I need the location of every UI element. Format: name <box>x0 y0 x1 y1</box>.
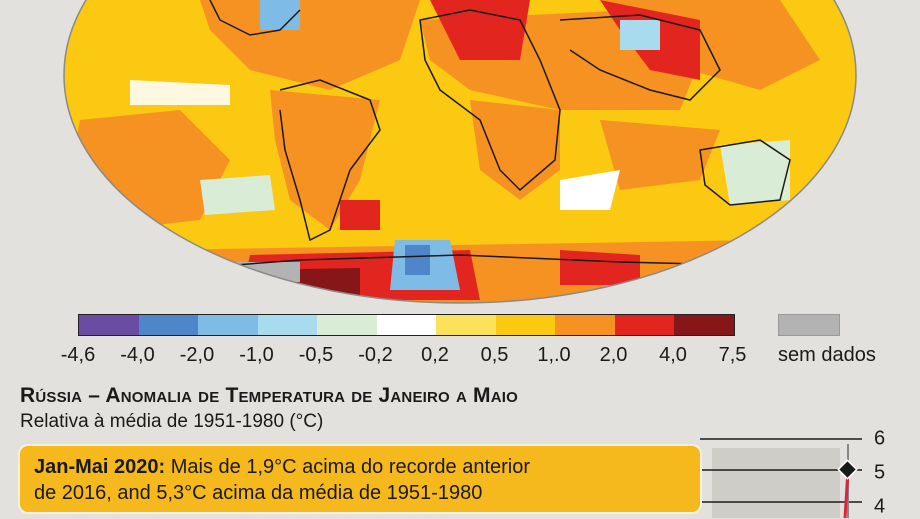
legend-tick-label: -1,0 <box>239 344 274 366</box>
legend-tick-label: -0,2 <box>358 344 393 366</box>
legend-swatch <box>614 315 674 335</box>
legend-tick-label: -4,0 <box>120 344 155 366</box>
legend-tick-label: -4,6 <box>60 344 96 366</box>
record-marker <box>837 459 858 480</box>
legend-swatch <box>674 315 734 335</box>
legend-swatch <box>79 315 139 335</box>
y-tick-4: 4 <box>874 495 886 518</box>
legend-swatch <box>436 315 496 335</box>
legend-tick-label: -2,0 <box>179 344 215 366</box>
legend-swatch <box>317 315 377 335</box>
y-tick-6: 6 <box>874 427 886 450</box>
russia-section-subtitle: Relativa à média de 1951-1980 (°C) <box>20 411 324 432</box>
russia-section-title: Rússia – Anomalia de Temperatura de Jane… <box>20 384 518 407</box>
legend-swatch <box>257 315 317 335</box>
legend-swatch <box>376 315 436 335</box>
legend-tick-label: 4,0 <box>659 344 687 366</box>
callout-line1: Mais de 1,9°C acima do recorde anterior <box>165 456 531 478</box>
record-callout: Jan-Mai 2020: Mais de 1,9°C acima do rec… <box>18 444 702 514</box>
color-scale-legend <box>78 314 735 336</box>
legend-tick-label: -0,5 <box>298 344 334 366</box>
legend-tick-label: 7,5 <box>718 344 747 366</box>
no-data-label: sem dados <box>778 344 876 366</box>
legend-swatch <box>138 315 198 335</box>
color-scale-labels: -4,6 -4,0 -2,0 -1,0 -0,5 -0,2 0,2 0,5 1,.0 2,0 4,0… <box>0 344 920 370</box>
no-data-swatch <box>778 314 840 336</box>
legend-swatch <box>495 315 555 335</box>
legend-swatch <box>198 315 258 335</box>
legend-tick-label: 1,.0 <box>537 344 571 366</box>
y-tick-5: 5 <box>874 461 886 484</box>
legend-tick-label: 2,0 <box>599 344 628 366</box>
legend-swatch <box>555 315 615 335</box>
global-temperature-anomaly-map <box>63 0 857 304</box>
legend-tick-label: 0,5 <box>480 344 509 366</box>
legend-tick-label: 0,2 <box>421 344 449 366</box>
callout-lead: Jan-Mai 2020: <box>34 456 166 478</box>
callout-line2: de 2016, and 5,3°C acima da média de 195… <box>34 482 483 504</box>
